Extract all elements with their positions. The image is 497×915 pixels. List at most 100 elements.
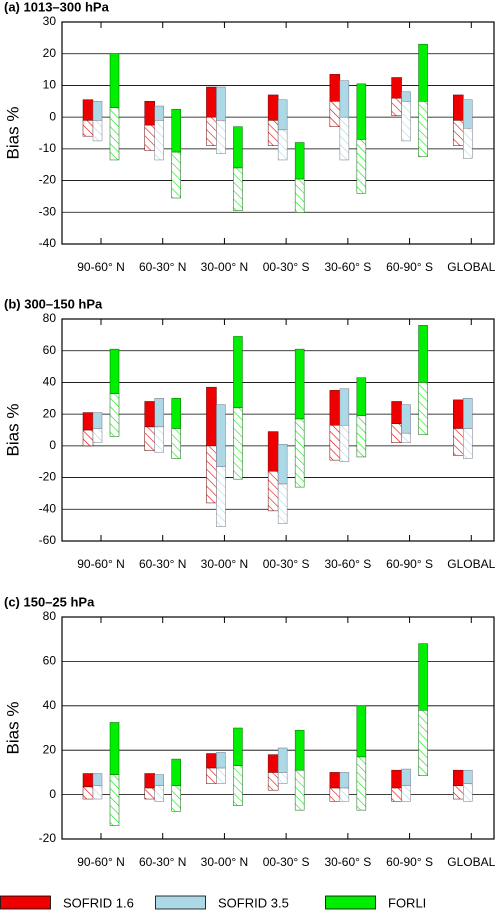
y-tick-label: 20 [43, 46, 57, 60]
legend-label: SOFRID 1.6 [63, 895, 134, 910]
y-tick-label: -60 [39, 533, 57, 547]
solid-bar [453, 769, 464, 786]
solid-bar [216, 86, 226, 121]
solid-bar [267, 754, 279, 773]
hatched-bar [329, 787, 341, 802]
solid-bar [233, 126, 243, 169]
hatched-bar [356, 756, 367, 811]
x-tick-label: 90-60° N [77, 557, 125, 571]
y-tick-label: 0 [49, 787, 56, 801]
y-tick-label: 10 [43, 78, 57, 92]
hatched-bar [92, 120, 103, 142]
x-tick-label: 30-60° S [324, 557, 371, 571]
y-tick-label: -30 [39, 204, 57, 218]
solid-bar [171, 758, 181, 786]
hatched-bar [356, 139, 367, 194]
solid-bar [82, 99, 94, 121]
hatched-bar [463, 127, 473, 159]
hatched-bar [267, 120, 279, 146]
solid-bar [277, 747, 288, 773]
solid-bar [339, 80, 350, 118]
y-tick-label: 20 [43, 742, 57, 756]
hatched-bar [277, 483, 288, 524]
hatched-bar [144, 787, 155, 800]
y-tick-label: -40 [39, 501, 57, 515]
solid-bar [206, 86, 217, 118]
x-tick-label: 00-30° S [263, 557, 310, 571]
y-tick-label: -20 [39, 470, 57, 484]
x-tick-label: 60-90° S [386, 557, 433, 571]
solid-bar [391, 77, 402, 99]
x-tick-label: GLOBAL [447, 855, 495, 869]
solid-bar [109, 348, 120, 394]
solid-bar [216, 752, 226, 769]
solid-bar [329, 390, 341, 426]
solid-bar [171, 108, 181, 153]
y-tick-label: -10 [39, 141, 57, 155]
hatched-bar [233, 765, 243, 806]
hatched-bar [109, 107, 120, 161]
hatched-bar [463, 428, 473, 459]
y-tick-label: -20 [39, 831, 57, 845]
y-tick-label: 30 [43, 14, 57, 28]
solid-bar [401, 404, 411, 434]
solid-bar [233, 727, 243, 766]
solid-bar [329, 74, 341, 102]
y-tick-label: 40 [43, 698, 57, 712]
solid-bar [401, 768, 411, 786]
hatched-bar [463, 783, 473, 802]
solid-bar [277, 444, 288, 485]
panel-title: (a) 1013–300 hPa [4, 0, 110, 14]
y-axis-label: Bias % [3, 404, 22, 457]
hatched-bar [294, 178, 305, 213]
hatched-bar [356, 415, 367, 458]
solid-bar [418, 43, 428, 102]
legend-swatch [155, 895, 206, 910]
hatched-bar [154, 785, 164, 802]
plot-frame [61, 318, 495, 542]
hatched-bar [329, 424, 341, 461]
solid-bar [144, 401, 155, 428]
solid-bar [418, 643, 428, 711]
legend-swatch [325, 895, 376, 910]
solid-bar [267, 94, 279, 121]
solid-bar [171, 398, 181, 429]
solid-bar [418, 325, 428, 383]
hatched-bar [82, 120, 94, 137]
hatched-bar [267, 772, 279, 791]
y-axis-label: Bias % [3, 107, 22, 160]
solid-bar [144, 773, 155, 789]
y-tick-label: -40 [39, 236, 57, 250]
hatched-bar [144, 124, 155, 151]
legend-label: SOFRID 3.5 [218, 895, 289, 910]
solid-bar [144, 101, 155, 126]
hatched-bar [171, 785, 181, 812]
y-tick-label: 60 [43, 343, 57, 357]
hatched-bar [418, 382, 428, 436]
solid-bar [339, 388, 350, 426]
solid-bar [154, 105, 164, 121]
solid-bar [92, 412, 103, 429]
x-tick-label: 30-00° N [201, 557, 249, 571]
solid-bar [391, 401, 402, 424]
hatched-bar [206, 767, 217, 784]
solid-bar [463, 769, 473, 784]
solid-bar [216, 404, 226, 467]
solid-bar [206, 753, 217, 769]
hatched-bar [154, 426, 164, 453]
solid-bar [92, 773, 103, 786]
panel-title: (b) 300–150 hPa [4, 296, 103, 311]
hatched-bar [206, 116, 217, 146]
x-tick-label: 90-60° N [77, 260, 125, 274]
hatched-bar [267, 470, 279, 512]
plot-frame [61, 616, 495, 840]
solid-bar [453, 399, 464, 429]
x-tick-label: GLOBAL [447, 557, 495, 571]
hatched-bar [92, 428, 103, 443]
x-tick-label: 00-30° S [263, 855, 310, 869]
solid-bar [233, 336, 243, 409]
solid-bar [356, 377, 367, 416]
hatched-bar [206, 445, 217, 504]
hatched-bar [391, 787, 402, 802]
